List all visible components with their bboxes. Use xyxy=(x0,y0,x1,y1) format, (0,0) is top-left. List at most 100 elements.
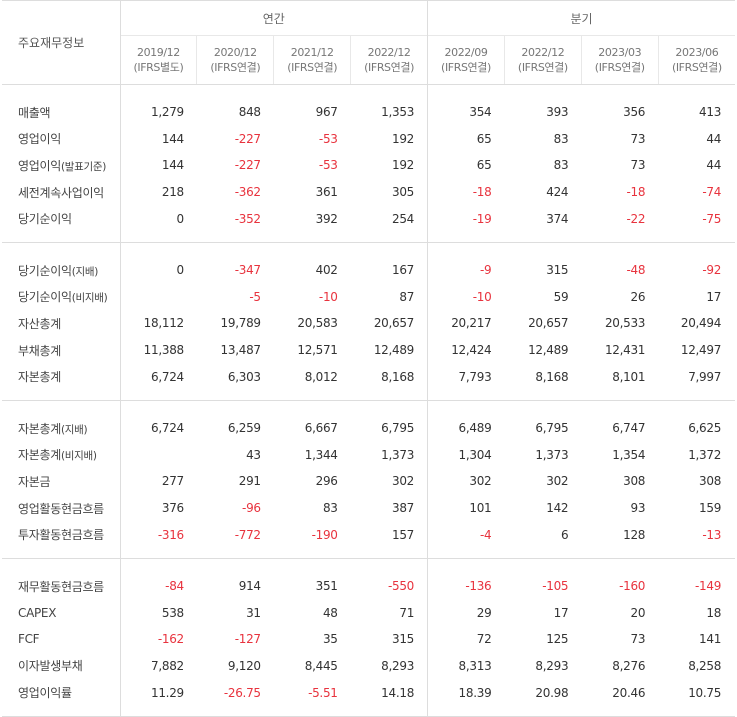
row-label: 매출액 xyxy=(18,105,51,120)
table-cell: 0 xyxy=(119,242,197,284)
period-header: 2021/12 (IFRS연결) xyxy=(273,35,351,85)
table-cell: 351 xyxy=(315,579,338,594)
table-cell: 1,304 xyxy=(427,441,505,469)
table-cell: 6,724 xyxy=(119,363,197,401)
table-row: 투자활동현금흐름 -316 -772 -190 157 -4 6 128 -13 xyxy=(2,521,735,559)
table-row: CAPEX 538 31 48 71 29 17 20 18 xyxy=(2,599,735,627)
table-cell: -149 xyxy=(695,579,722,594)
table-cell: -53 xyxy=(318,158,338,173)
table-cell: 8,168 xyxy=(381,369,415,384)
table-row: 당기순이익(지배) 0 -347 402 167 -9 315 -48 -92 xyxy=(2,242,735,284)
table-cell: -84 xyxy=(119,558,197,600)
table-cell: 192 xyxy=(392,158,415,173)
table-cell: 1,372 xyxy=(688,447,722,462)
table-cell: 1,354 xyxy=(612,447,646,462)
table-cell: 356 xyxy=(623,105,646,120)
table-cell: 291 xyxy=(238,474,261,489)
table-cell: 72 xyxy=(427,626,505,653)
table-cell: 914 xyxy=(238,579,261,594)
table-cell: 1,353 xyxy=(381,105,415,120)
table-cell: 144 xyxy=(119,152,197,179)
group-divider xyxy=(2,242,736,243)
table-row: 자본총계 6,724 6,303 8,012 8,168 7,793 8,168 8,101 7… xyxy=(2,363,735,401)
table-cell: -772 xyxy=(234,527,261,542)
table-cell: 402 xyxy=(315,263,338,278)
table-cell: -105 xyxy=(542,579,569,594)
table-cell: 218 xyxy=(119,178,197,206)
table-cell: 11,388 xyxy=(119,336,197,364)
table-row: FCF -162 -127 35 315 72 125 73 141 xyxy=(2,626,735,653)
table-cell: 8,168 xyxy=(535,369,569,384)
table-cell: 302 xyxy=(546,474,569,489)
table-cell: 254 xyxy=(392,211,415,226)
table-cell: 967 xyxy=(315,105,338,120)
table-cell: -5 xyxy=(249,289,261,304)
table-cell: 8,445 xyxy=(304,658,338,673)
table-cell: 73 xyxy=(630,632,646,647)
table-cell: 8,313 xyxy=(427,652,505,680)
table-row: 당기순이익 0 -352 392 254 -19 374 -22 -75 xyxy=(2,205,735,243)
table-cell: 73 xyxy=(630,131,646,146)
table-cell: 12,497 xyxy=(680,343,722,358)
table-cell: 142 xyxy=(546,501,569,516)
table-cell: 387 xyxy=(392,501,415,516)
period-header: 2020/12 (IFRS연결) xyxy=(196,35,274,85)
table-cell: 83 xyxy=(553,131,569,146)
table-cell: 6,795 xyxy=(381,421,415,436)
row-label: 당기순이익 xyxy=(18,212,72,227)
table-cell: 65 xyxy=(427,125,505,153)
table-cell: 8,101 xyxy=(612,369,646,384)
table-cell: -96 xyxy=(242,501,261,516)
table-cell: 17 xyxy=(553,605,569,620)
table-cell: 308 xyxy=(699,474,722,489)
table-cell: 29 xyxy=(427,599,505,627)
table-cell: 12,489 xyxy=(528,343,569,358)
table-cell: 8,293 xyxy=(381,658,415,673)
table-cell: 1,373 xyxy=(535,447,569,462)
table-row: 자본금 277 291 296 302 302 302 308 308 xyxy=(2,468,735,495)
row-label: 영업이익(발표기준) xyxy=(18,158,107,173)
table-body: 매출액 1,279 848 967 1,353 354 393 356 413 영업이익 144 -2… xyxy=(2,84,736,717)
table-cell: 308 xyxy=(623,474,646,489)
table-cell: -127 xyxy=(234,632,261,647)
row-label: 이자발생부채 xyxy=(18,659,83,674)
table-cell: 8,276 xyxy=(612,658,646,673)
table-row: 세전계속사업이익 218 -362 361 305 -18 424 -18 -74 xyxy=(2,178,735,206)
table-title: 주요재무정보 xyxy=(2,0,120,85)
table-cell: 44 xyxy=(706,158,722,173)
table-cell: 20.98 xyxy=(535,685,569,700)
table-cell: -162 xyxy=(119,626,197,653)
table-cell: 413 xyxy=(699,105,722,120)
table-cell: -74 xyxy=(702,185,722,200)
table-cell: 87 xyxy=(399,289,415,304)
table-cell: 59 xyxy=(553,289,569,304)
table-cell: 125 xyxy=(546,632,569,647)
table-cell: -22 xyxy=(626,211,646,226)
table-cell: 20.46 xyxy=(612,685,646,700)
table-cell: 83 xyxy=(553,158,569,173)
table-cell: -227 xyxy=(234,131,261,146)
table-cell: 19,789 xyxy=(220,316,262,331)
table-cell: 20 xyxy=(630,605,646,620)
table-cell: 20,217 xyxy=(427,310,505,337)
table-cell: 11.29 xyxy=(119,679,197,717)
table-cell: 393 xyxy=(546,105,569,120)
table-cell: -10 xyxy=(318,289,338,304)
row-label: 세전계속사업이익 xyxy=(18,185,104,200)
table-cell: 12,489 xyxy=(373,343,415,358)
table-row: 자본총계(비지배) 43 1,344 1,373 1,304 1,373 1,354 1,37… xyxy=(2,441,735,469)
table-cell: 31 xyxy=(246,605,261,620)
table-cell: -53 xyxy=(318,131,338,146)
table-cell: 20,533 xyxy=(604,316,646,331)
period-header: 2022/12 (IFRS연결) xyxy=(503,35,582,85)
table-cell: 35 xyxy=(322,632,338,647)
table-cell: -550 xyxy=(387,579,415,594)
table-cell: 17 xyxy=(706,289,722,304)
table-row: 자본총계(지배) 6,724 6,259 6,667 6,795 6,489 6,795 6,… xyxy=(2,400,735,442)
row-label: 영업이익률 xyxy=(18,686,72,701)
period-header: 2022/09 (IFRS연결) xyxy=(427,35,505,85)
row-label: 자본총계 xyxy=(18,370,61,385)
table-cell: 20,583 xyxy=(297,316,338,331)
table-cell: 376 xyxy=(119,494,197,522)
table-cell: 1,373 xyxy=(381,447,415,462)
